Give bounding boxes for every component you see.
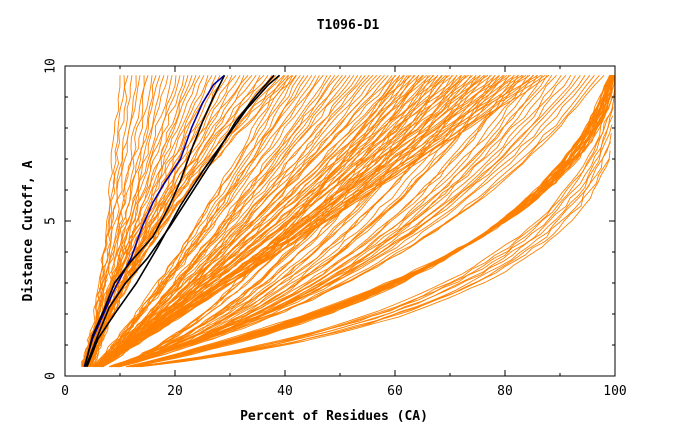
model-curve-shoulder-right <box>135 75 616 368</box>
model-curve-steep-left <box>90 75 281 367</box>
model-curve-mid-fan <box>95 75 320 368</box>
x-tick-label: 0 <box>61 384 69 399</box>
model-curve-gentle-fan <box>109 75 548 368</box>
model-curve-steep-left <box>91 74 285 367</box>
model-curve-mid-fan <box>99 74 489 368</box>
model-curve-gentle-fan <box>112 75 524 368</box>
model-curve-mid-fan <box>96 75 370 368</box>
model-curve-gentle-fan <box>118 75 420 368</box>
model-curve-gentle-fan <box>111 75 462 368</box>
model-curve-bottom-flat <box>136 158 610 368</box>
y-axis-ticks: 0 5 10 <box>44 58 615 380</box>
model-curve-mid-fan <box>93 75 294 368</box>
model-curve-gentle-fan <box>109 75 562 368</box>
model-curve-mid-fan <box>97 74 542 368</box>
model-curve-mid-fan <box>98 74 404 367</box>
model-curve-gentle-fan <box>110 75 415 368</box>
y-tick-label: 10 <box>44 58 59 74</box>
model-curve-gentle-fan <box>116 74 557 368</box>
model-curve-bottom-flat <box>138 115 614 368</box>
model-curve-mid-fan <box>95 74 473 368</box>
model-curve-mid-fan <box>96 75 393 367</box>
model-curve-mid-fan <box>99 75 347 368</box>
model-curve-mid-fan <box>94 74 462 368</box>
x-axis-ticks: 0 20 40 60 80 100 <box>61 66 627 399</box>
model-curve-gentle-fan <box>109 75 453 368</box>
model-curve-gentle-fan <box>112 75 486 368</box>
x-tick-label: 40 <box>277 384 293 399</box>
model-curve-mid-fan <box>92 75 297 367</box>
model-curve-bottom-flat <box>136 90 615 368</box>
y-tick-label: 0 <box>44 372 59 380</box>
x-tick-label: 20 <box>167 384 183 399</box>
x-tick-label: 60 <box>387 384 403 399</box>
model-curve-bottom-flat <box>140 133 612 368</box>
model-curve-bottom-flat <box>131 150 611 368</box>
highlight-series-2 <box>84 74 226 367</box>
model-curve-mid-fan <box>96 74 385 367</box>
highlight-series-4 <box>86 74 281 367</box>
model-curve-gentle-fan <box>111 74 605 368</box>
plot-layer <box>81 74 616 368</box>
model-curve-gentle-fan <box>110 75 439 368</box>
model-curve-shoulder-right <box>131 75 615 368</box>
model-curve-steep-left <box>86 75 297 367</box>
model-curve-shoulder-right <box>128 75 616 368</box>
model-curve-gentle-fan <box>115 75 405 368</box>
model-curve-gentle-fan <box>115 74 567 368</box>
chart-title: T1096-D1 <box>317 18 380 33</box>
model-curve-mid-fan <box>95 74 469 368</box>
x-tick-label: 80 <box>497 384 513 399</box>
highlight-series-1 <box>83 74 226 367</box>
x-tick-label: 100 <box>603 384 626 399</box>
model-curve-bottom-flat <box>133 81 616 368</box>
x-axis-label: Percent of Residues (CA) <box>240 409 428 424</box>
y-tick-label: 5 <box>44 217 59 225</box>
y-axis-label: Distance Cutoff, A <box>21 160 36 301</box>
model-curve-gentle-fan <box>108 75 424 368</box>
model-curve-mid-fan <box>94 75 313 367</box>
model-curve-steep-left <box>81 75 145 367</box>
model-curve-gentle-fan <box>117 75 472 368</box>
model-curve-gentle-fan <box>109 75 576 368</box>
model-curve-mid-fan <box>101 74 527 368</box>
model-curve-gentle-fan <box>110 75 581 368</box>
model-curve-mid-fan <box>92 75 324 368</box>
